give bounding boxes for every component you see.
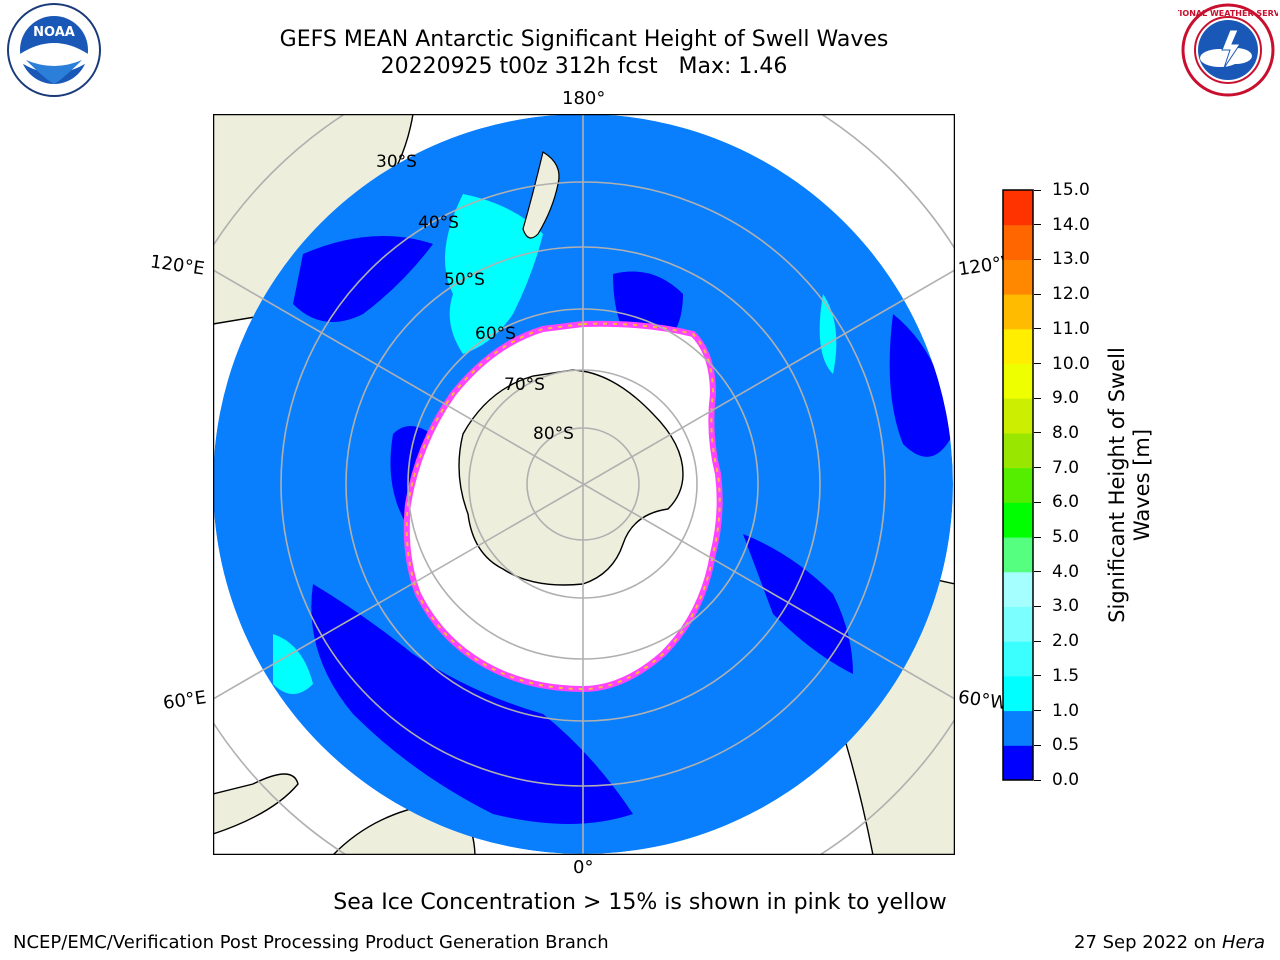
- colorbar-tick-mark: [1034, 501, 1041, 503]
- date-stamp: 27 Sep 2022 on Hera: [1074, 932, 1265, 953]
- colorbar-tick-mark: [1034, 744, 1041, 746]
- credit-text: NCEP/EMC/Verification Post Processing Pr…: [13, 932, 609, 953]
- colorbar-tick-label: 1.0: [1052, 700, 1080, 721]
- colorbar-tick-mark: [1034, 397, 1041, 399]
- colorbar-tick-label: 0.5: [1052, 735, 1080, 756]
- colorbar-tick-label: 2.0: [1052, 631, 1080, 652]
- colorbar-swatch: [1003, 224, 1033, 260]
- colorbar-tick-label: 14.0: [1052, 214, 1090, 235]
- colorbar-tick-mark: [1034, 605, 1041, 607]
- lon-label-180: 180°: [562, 88, 606, 109]
- noaa-logo: NOAA: [7, 3, 101, 97]
- map-title: GEFS MEAN Antarctic Significant Height o…: [279, 27, 889, 52]
- colorbar-tick-label: 5.0: [1052, 527, 1080, 548]
- colorbar-tick-mark: [1034, 363, 1041, 365]
- lat-label-40s: 40°S: [418, 213, 459, 233]
- colorbar-tick-label: 1.5: [1052, 665, 1080, 686]
- colorbar-tick-label: 4.0: [1052, 561, 1080, 582]
- nws-logo: NATIONAL WEATHER SERVICE: [1178, 3, 1278, 97]
- colorbar-tick-mark: [1034, 675, 1041, 677]
- colorbar-tick-label: 11.0: [1052, 318, 1090, 339]
- colorbar-tick-label: 13.0: [1052, 249, 1090, 270]
- map-subtitle: 20220925 t00z 312h fcst Max: 1.46: [380, 54, 788, 79]
- colorbar-tick-mark: [1034, 640, 1041, 642]
- colorbar-tick-mark: [1034, 779, 1041, 781]
- colorbar-tick-label: 15.0: [1052, 180, 1090, 200]
- svg-text:NATIONAL WEATHER SERVICE: NATIONAL WEATHER SERVICE: [1178, 9, 1278, 18]
- colorbar-label-text: Significant Height of Swell Waves [m]: [1105, 347, 1154, 623]
- colorbar-swatch: [1003, 675, 1033, 712]
- colorbar-swatch: [1003, 710, 1033, 746]
- colorbar-tick-mark: [1034, 224, 1041, 226]
- colorbar-tick-label: 12.0: [1052, 284, 1090, 305]
- madagascar-land: [213, 773, 299, 835]
- colorbar-swatch: [1003, 502, 1033, 538]
- graticule: [213, 114, 955, 855]
- colorbar-swatch: [1003, 432, 1033, 469]
- colorbar-swatch: [1003, 537, 1033, 573]
- lon-label-60e: 60°E: [161, 687, 208, 714]
- machine-name: Hera: [1221, 932, 1265, 953]
- colorbar-tick-mark: [1034, 536, 1041, 538]
- colorbar-swatch: [1003, 328, 1033, 365]
- colorbar-tick-label: 6.0: [1052, 492, 1080, 513]
- colorbar-swatch: [1003, 294, 1033, 330]
- colorbar-tick-mark: [1034, 258, 1041, 260]
- polar-map: [213, 114, 955, 855]
- colorbar-tick-label: 3.0: [1052, 596, 1080, 617]
- noaa-logo-text: NOAA: [33, 25, 75, 40]
- lon-label-0: 0°: [573, 857, 594, 878]
- colorbar-tick-label: 10.0: [1052, 353, 1090, 374]
- colorbar-tick-label: 0.0: [1052, 770, 1080, 790]
- colorbar-tick-label: 8.0: [1052, 422, 1080, 443]
- colorbar-tick-mark: [1034, 571, 1041, 573]
- colorbar-swatch: [1003, 745, 1033, 781]
- lat-label-60s: 60°S: [475, 324, 516, 344]
- sea-ice-footnote: Sea Ice Concentration > 15% is shown in …: [333, 890, 947, 915]
- colorbar-swatch: [1003, 190, 1033, 226]
- colorbar-tick-mark: [1034, 432, 1041, 434]
- colorbar-tick-mark: [1034, 189, 1041, 191]
- colorbar-swatch: [1003, 571, 1033, 607]
- colorbar-swatch: [1003, 606, 1033, 642]
- colorbar-swatch: [1003, 259, 1033, 295]
- lat-label-30s: 30°S: [376, 152, 417, 172]
- lat-label-70s: 70°S: [504, 375, 545, 395]
- date-text: 27 Sep 2022 on: [1074, 932, 1222, 953]
- colorbar-tick-mark: [1034, 467, 1041, 469]
- colorbar-swatch: [1003, 363, 1033, 399]
- lon-label-120e: 120°E: [148, 251, 206, 280]
- colorbar-tick-mark: [1034, 328, 1041, 330]
- new-zealand-land: [522, 151, 560, 239]
- colorbar-tick-label: 9.0: [1052, 388, 1080, 409]
- lat-label-50s: 50°S: [444, 270, 485, 290]
- colorbar-tick-label: 7.0: [1052, 457, 1080, 478]
- lat-label-80s: 80°S: [533, 424, 574, 444]
- colorbar-tick-mark: [1034, 710, 1041, 712]
- colorbar-frame: [1002, 189, 1034, 781]
- colorbar-swatch: [1003, 641, 1033, 677]
- colorbar: [1002, 189, 1034, 781]
- colorbar-tick-mark: [1034, 293, 1041, 295]
- colorbar-swatch: [1003, 398, 1033, 434]
- colorbar-swatch: [1003, 467, 1033, 503]
